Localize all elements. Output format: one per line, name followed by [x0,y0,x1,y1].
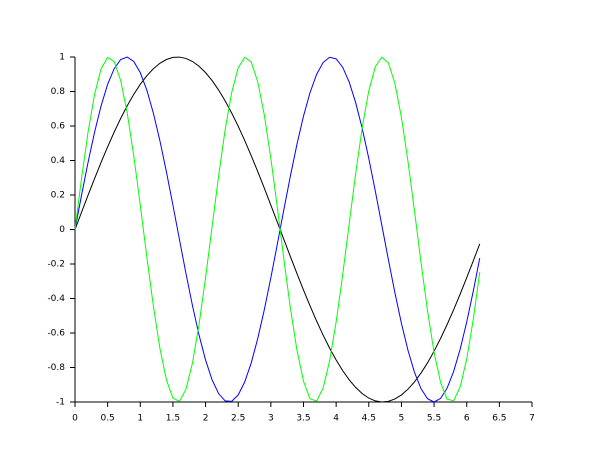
y-tick-label: 0.6 [51,122,66,132]
x-tick-label: 1 [137,414,143,424]
x-tick-label: 3.5 [296,414,310,424]
x-tick-label: 0 [72,414,78,424]
y-tick-label: -0.6 [47,329,65,339]
y-tick-label: 0.2 [51,191,65,201]
x-tick-label: 7 [529,414,535,424]
x-tick-label: 5 [399,414,405,424]
y-tick-label: -0.2 [47,260,65,270]
y-tick-label: -1 [56,398,65,408]
y-tick-label: 0.4 [51,156,66,166]
series-line [74,56,481,403]
x-tick-label: 6 [464,414,470,424]
x-tick-label: 0.5 [100,414,114,424]
y-tick-label: 0.8 [51,87,66,97]
x-tick-label: 4 [333,414,339,424]
series-line [74,56,481,403]
y-tick-label: 1 [59,53,65,63]
x-tick-label: 4.5 [362,414,376,424]
x-tick-label: 5.5 [427,414,441,424]
y-tick-label: -0.4 [47,294,65,304]
x-tick-label: 1.5 [166,414,180,424]
x-tick-label: 6.5 [492,414,506,424]
x-tick-label: 2 [203,414,209,424]
x-tick-label: 2.5 [231,414,245,424]
y-tick-label: -0.8 [47,363,65,373]
y-tick-label: 0 [59,225,65,235]
series-line [74,56,481,403]
x-tick-label: 3 [268,414,274,424]
